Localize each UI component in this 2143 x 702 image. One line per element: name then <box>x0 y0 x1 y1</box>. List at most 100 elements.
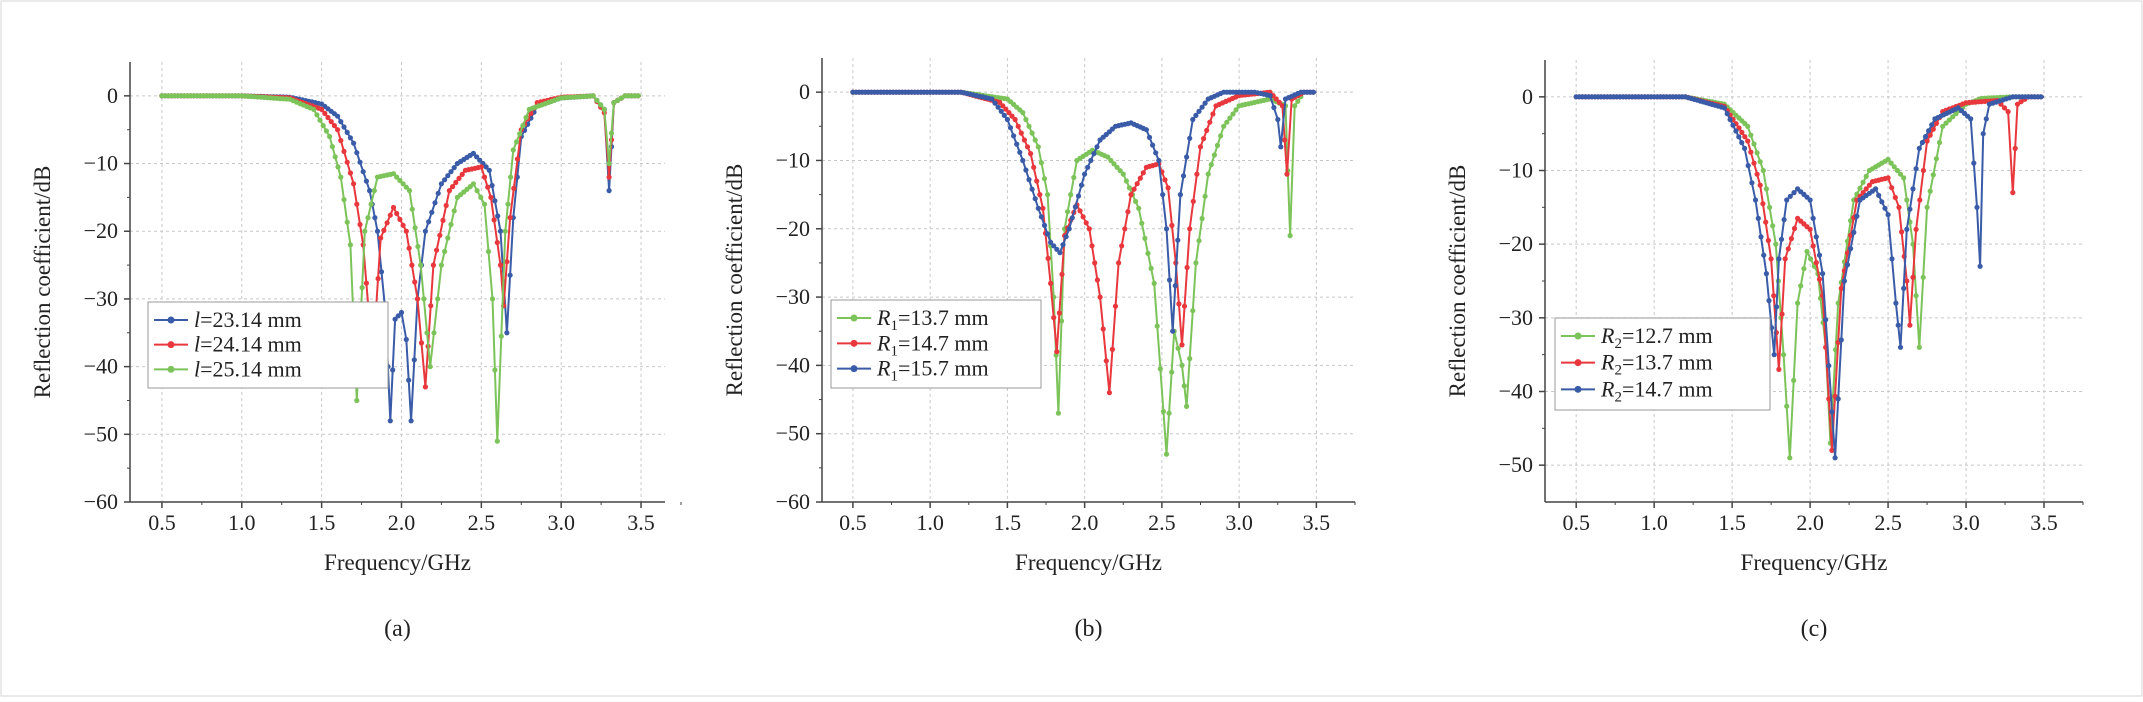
data-point <box>1844 262 1851 268</box>
data-point <box>606 188 612 194</box>
data-point <box>1267 93 1273 99</box>
data-point <box>1051 315 1057 321</box>
data-point <box>1739 140 1745 146</box>
data-point <box>1727 116 1733 123</box>
data-point <box>1021 137 1027 143</box>
data-point <box>1927 132 1933 138</box>
data-point <box>1810 215 1816 221</box>
data-point <box>1787 455 1793 461</box>
data-point <box>1199 104 1205 110</box>
data-point <box>406 245 412 251</box>
y-tick-label: −50 <box>776 421 810 446</box>
data-point <box>1804 248 1810 255</box>
data-point <box>1054 246 1060 252</box>
x-tick-label: 2.0 <box>1071 510 1099 535</box>
data-point <box>517 131 523 137</box>
x-tick-label: 0.5 <box>1562 510 1590 535</box>
legend-label: l=23.14 mm <box>194 307 302 332</box>
data-point <box>1271 104 1277 111</box>
data-point <box>434 247 440 253</box>
legend-label: R1=14.7 mm <box>876 330 989 359</box>
data-point <box>344 219 350 225</box>
data-point <box>1187 226 1193 232</box>
data-point <box>1175 345 1181 351</box>
data-point <box>1194 171 1200 177</box>
data-point <box>1179 362 1185 368</box>
data-point <box>1885 212 1891 218</box>
data-point <box>1035 205 1041 211</box>
data-point <box>1760 167 1766 174</box>
y-axis-label: Reflection coefficient/dB <box>30 166 55 399</box>
data-point <box>1778 236 1785 242</box>
data-point <box>1196 238 1202 244</box>
data-point <box>474 188 480 194</box>
panel-caption: (a) <box>384 616 411 642</box>
data-point <box>1813 234 1819 240</box>
data-point <box>1197 144 1204 150</box>
data-point <box>328 119 334 125</box>
data-point <box>1063 234 1069 240</box>
data-point <box>351 140 357 146</box>
data-point <box>400 222 406 228</box>
data-point <box>1088 157 1094 164</box>
data-point <box>635 93 641 99</box>
data-point <box>1024 144 1031 150</box>
x-tick-label: 3.5 <box>2030 510 2058 535</box>
data-point <box>478 164 484 170</box>
data-point <box>1045 255 1051 261</box>
data-point <box>1974 204 1980 210</box>
data-point <box>335 164 341 170</box>
data-point <box>1085 164 1091 170</box>
data-point <box>513 139 520 145</box>
data-point <box>427 364 433 370</box>
data-point <box>1006 110 1012 116</box>
y-tick-label: −20 <box>776 216 810 241</box>
data-point <box>421 296 427 302</box>
data-point <box>1204 127 1210 133</box>
data-point <box>1866 182 1872 188</box>
data-point <box>481 174 488 180</box>
data-point <box>483 164 489 170</box>
data-point <box>1184 154 1190 160</box>
legend-symbol: R <box>1600 350 1615 375</box>
data-point <box>1097 294 1103 300</box>
data-point <box>1832 455 1838 461</box>
data-point <box>1017 149 1023 155</box>
data-point <box>1151 280 1157 286</box>
data-point <box>1763 186 1769 192</box>
data-point <box>492 198 498 204</box>
data-point <box>327 133 333 140</box>
data-point <box>1131 186 1137 192</box>
x-axis-label: Frequency/GHz <box>1015 550 1162 575</box>
data-point <box>357 221 363 228</box>
data-point <box>1119 243 1125 249</box>
data-point <box>2010 190 2016 196</box>
data-point <box>1917 197 1923 203</box>
data-point <box>502 228 508 234</box>
data-point <box>1798 283 1804 289</box>
y-tick-label: −10 <box>776 147 810 172</box>
data-point <box>341 148 347 154</box>
data-point <box>1758 234 1764 240</box>
data-point <box>1943 120 1949 126</box>
data-point <box>390 367 396 373</box>
data-point <box>1919 139 1925 146</box>
data-point <box>1971 160 1977 166</box>
data-point <box>590 93 596 99</box>
data-point <box>492 367 498 373</box>
data-point <box>317 117 323 123</box>
data-point <box>1749 180 1755 186</box>
legend-item: R1=15.7 mm <box>837 356 989 385</box>
data-point <box>1742 134 1748 140</box>
data-point <box>394 174 400 180</box>
data-point <box>1801 266 1807 272</box>
legend-subscript: 2 <box>1614 389 1622 405</box>
data-point <box>1057 250 1063 256</box>
data-point <box>1181 303 1188 309</box>
data-point <box>1795 300 1801 306</box>
data-point <box>329 144 335 150</box>
y-axis-label: Reflection coefficient/dB <box>722 164 747 397</box>
data-point <box>1829 409 1835 415</box>
data-point <box>1977 263 1983 269</box>
